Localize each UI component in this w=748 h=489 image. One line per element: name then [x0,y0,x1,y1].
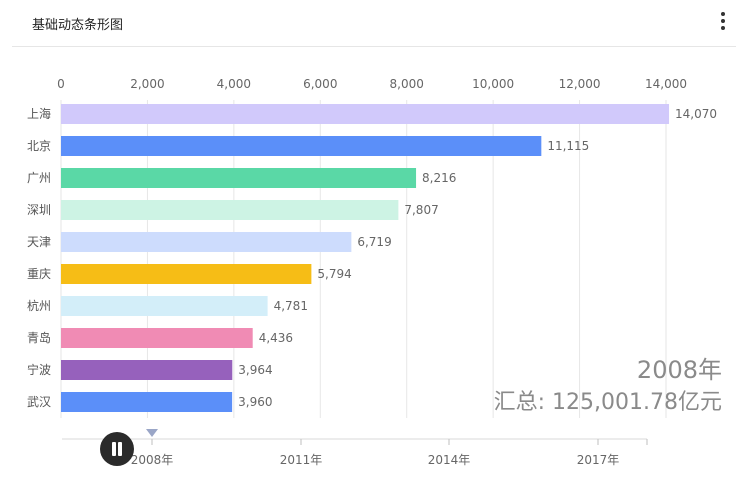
category-label: 重庆 [27,267,51,281]
timeline: 2008年 2011年 2014年 2017年 [62,429,648,467]
value-label: 8,216 [422,171,456,185]
x-tick-label: 2,000 [130,77,164,91]
value-label: 3,960 [238,395,272,409]
category-label: 青岛 [27,330,51,345]
bar [61,168,417,188]
bar [61,360,233,380]
value-label: 14,070 [675,107,717,121]
category-label: 深圳 [27,203,51,217]
chart-header: 基础动态条形图 [12,0,736,47]
category-label: 北京 [27,139,51,153]
bars [61,104,670,412]
timeline-label: 2008年 [131,453,174,467]
pause-button[interactable] [100,432,134,466]
timeline-label: 2014年 [428,453,471,467]
category-label: 武汉 [27,395,51,409]
category-label: 杭州 [27,298,51,313]
chart-title: 基础动态条形图 [32,18,124,33]
category-label: 天津 [27,235,51,249]
bar [61,232,352,252]
value-label: 5,794 [317,267,351,281]
x-tick-label: 14,000 [645,77,687,91]
current-year-label: 2008年 [636,356,722,384]
more-vertical-icon[interactable] [716,12,730,34]
x-tick-label: 4,000 [217,77,251,91]
x-tick-label: 8,000 [390,77,424,91]
bar [61,104,670,124]
category-label: 上海 [27,106,51,121]
timeline-label: 2011年 [280,453,323,467]
category-label: 宁波 [27,362,51,377]
value-label: 11,115 [547,139,589,153]
value-label: 4,781 [274,299,308,313]
category-label: 广州 [27,171,51,185]
value-labels: 14,070 11,115 8,216 7,807 6,719 5,794 4,781 4,4… [238,107,717,409]
bar [61,136,542,156]
x-axis-ticks: 0 2,000 4,000 6,000 8,000 10,000 12,000 14,000 [57,77,687,91]
timeline-label: 2017年 [577,453,620,467]
bar [61,392,233,412]
bar [61,328,253,348]
pause-icon [112,442,116,456]
x-tick-label: 6,000 [303,77,337,91]
bar [61,264,312,284]
value-label: 7,807 [404,203,438,217]
x-tick-label: 0 [57,77,65,91]
value-label: 6,719 [357,235,391,249]
x-tick-label: 10,000 [472,77,514,91]
timeline-handle[interactable] [146,429,158,437]
bar [61,200,399,220]
value-label: 4,436 [259,331,293,345]
total-label: 汇总: 125,001.78亿元 [493,390,722,415]
value-label: 3,964 [238,363,272,377]
x-tick-label: 12,000 [559,77,601,91]
bar [61,296,268,316]
